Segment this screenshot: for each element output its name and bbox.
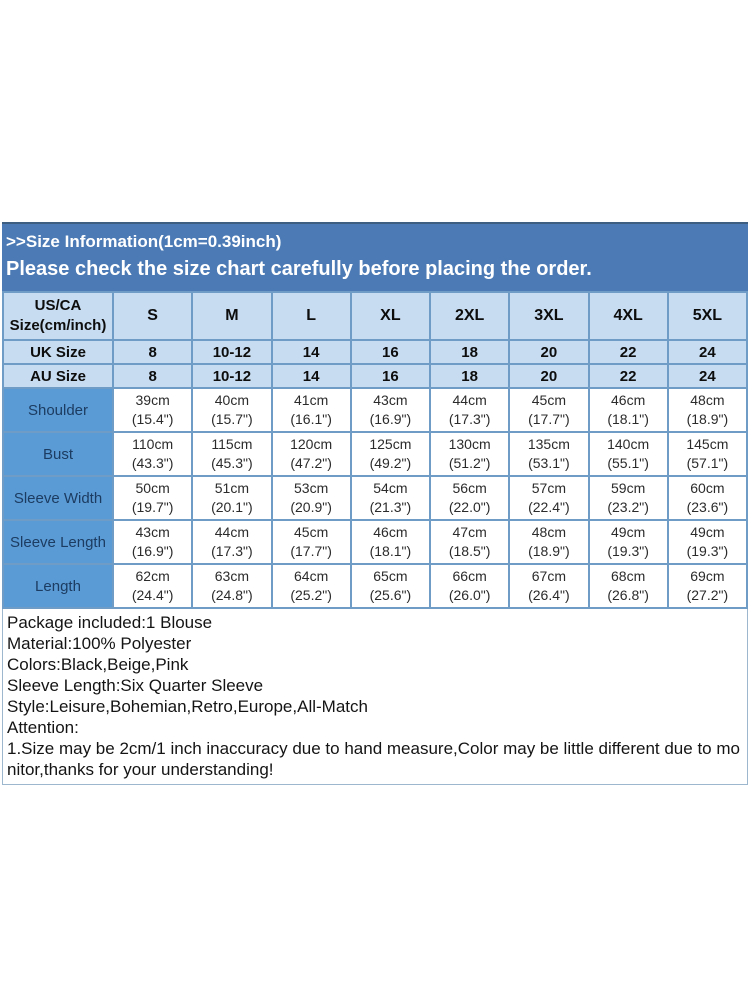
measurement-cell: 140cm (55.1") [587, 431, 669, 477]
measurement-cell: 43cm (16.9") [111, 519, 194, 565]
size-column-header: L [270, 291, 352, 341]
size-column-header: 5XL [666, 291, 749, 341]
banner-title: >>Size Information(1cm=0.39inch) [6, 232, 282, 251]
measurement-cell: 62cm (24.4") [111, 563, 194, 609]
size-value-cell: 22 [587, 339, 669, 365]
detail-line: Colors:Black,Beige,Pink [7, 655, 189, 674]
measurement-row: Sleeve Length 43cm (16.9") 44cm (17.3") 45cm(… [2, 519, 749, 565]
measurement-label: Shoulder [2, 387, 114, 433]
size-value-cell: 14 [270, 363, 352, 389]
detail-line: Sleeve Length:Six Quarter Sleeve [7, 676, 264, 695]
corner-line-2: Size(cm/inch) [9, 317, 107, 334]
size-value-cell: 16 [349, 363, 432, 389]
measurement-row: Bust 110cm (43.3") 115cm (45.3") 120cm (47.2")… [2, 431, 749, 477]
measurement-cell: 130cm (51.2") [428, 431, 511, 477]
measurement-cell: 67cm (26.4") [508, 563, 590, 609]
measurement-cell: 45cm (17.7") [508, 387, 590, 433]
detail-line: Package included:1 Blouse [7, 613, 213, 632]
measurement-cell: 59cm (23.2") [587, 475, 669, 521]
size-value-cell: 8 [111, 339, 194, 365]
size-value-cell: 24 [666, 339, 749, 365]
measurement-cell: 64cm (25.2") [270, 563, 352, 609]
measurement-cell: 57cm (22.4") [508, 475, 590, 521]
detail-line: 1.Size may be 2cm/1 inch inaccuracy due … [7, 739, 740, 779]
measurement-cell: 54cm (21.3") [349, 475, 432, 521]
measurement-cell: 49cm (19.3") [587, 519, 669, 565]
size-value-cell: 24 [666, 363, 749, 389]
detail-line: Style:Leisure,Bohemian,Retro,Europe,All-… [7, 697, 368, 716]
measurement-cell: 65cm (25.6") [349, 563, 432, 609]
measurement-cell: 43cm (16.9") [349, 387, 432, 433]
measurement-cell: 53cm (20.9") [270, 475, 352, 521]
size-column-header: 3XL [508, 291, 590, 341]
measurement-cell: 41cm (16.1") [270, 387, 352, 433]
size-info-banner: >>Size Information(1cm=0.39inch) Please … [2, 222, 748, 291]
detail-line: Attention: [7, 718, 79, 737]
detail-line: Material:100% Polyester [7, 634, 192, 653]
measurement-row: Length 62cm (24.4") 63cm (24.8") 64cm (25.2") 6… [2, 563, 749, 609]
size-column-header: S [111, 291, 194, 341]
product-details-block: Package included:1 Blouse Material:100% P… [2, 609, 748, 785]
measurement-cell: 145cm (57.1") [666, 431, 749, 477]
size-value-cell: 8 [111, 363, 194, 389]
size-conversion-row: AU Size 8 10-12 14 16 18 20 22 24 [2, 363, 749, 389]
measurement-row: Sleeve Width 50cm (19.7") 51cm (20.1") 53cm (2… [2, 475, 749, 521]
measurement-label: Length [2, 563, 114, 609]
measurement-cell: 48cm (18.9") [508, 519, 590, 565]
measurement-cell: 44cm (17.3") [191, 519, 273, 565]
size-value-cell: 10-12 [191, 339, 273, 365]
measurement-cell: 125cm (49.2") [349, 431, 432, 477]
size-value-cell: 16 [349, 339, 432, 365]
measurement-cell: 49cm (19.3") [666, 519, 749, 565]
measurement-cell: 135cm (53.1") [508, 431, 590, 477]
measurement-cell: 68cm (26.8") [587, 563, 669, 609]
size-value-cell: 20 [508, 363, 590, 389]
measurement-cell: 63cm (24.8") [191, 563, 273, 609]
measurement-cell: 44cm (17.3") [428, 387, 511, 433]
row-label: UK Size [2, 339, 114, 365]
corner-line-1: US/CA [34, 297, 82, 314]
size-column-header: M [191, 291, 273, 341]
size-column-header: 2XL [428, 291, 511, 341]
size-value-cell: 10-12 [191, 363, 273, 389]
size-header-row: US/CA Size(cm/inch) S M L XL 2XL 3XL 4XL 5XL [2, 291, 749, 341]
size-conversion-row: UK Size 8 10-12 14 16 18 20 22 24 [2, 339, 749, 365]
measurement-cell: 50cm (19.7") [111, 475, 194, 521]
measurement-label: Bust [2, 431, 114, 477]
measurement-label: Sleeve Width [2, 475, 114, 521]
measurement-cell: 40cm (15.7") [191, 387, 273, 433]
measurement-cell: 46cm (18.1") [587, 387, 669, 433]
measurement-cell: 66cm (26.0") [428, 563, 511, 609]
measurement-cell: 60cm (23.6") [666, 475, 749, 521]
size-column-header: XL [349, 291, 432, 341]
measurement-cell: 56cm (22.0") [428, 475, 511, 521]
measurement-cell: 39cm (15.4") [111, 387, 194, 433]
measurement-row: Shoulder 39cm (15.4") 40cm (15.7") 41cm (16.1"… [2, 387, 749, 433]
measurement-cell: 51cm (20.1") [191, 475, 273, 521]
size-value-cell: 22 [587, 363, 669, 389]
measurement-cell: 45cm (17.7") [270, 519, 352, 565]
measurement-cell: 110cm (43.3") [111, 431, 194, 477]
measurement-cell: 46cm (18.1") [349, 519, 432, 565]
row-label: AU Size [2, 363, 114, 389]
size-value-cell: 18 [428, 363, 511, 389]
banner-subtitle: Please check the size chart carefully be… [6, 258, 592, 280]
size-chart-table: US/CA Size(cm/inch) S M L XL 2XL 3XL 4XL 5XL UK… [2, 291, 749, 609]
size-info-sheet: >>Size Information(1cm=0.39inch) Please … [2, 222, 749, 785]
size-value-cell: 20 [508, 339, 590, 365]
corner-header-cell: US/CA Size(cm/inch) [2, 291, 114, 341]
measurement-cell: 69cm (27.2") [666, 563, 749, 609]
measurement-label: Sleeve Length [2, 519, 114, 565]
size-column-header: 4XL [587, 291, 669, 341]
measurement-cell: 48cm (18.9") [666, 387, 749, 433]
size-value-cell: 14 [270, 339, 352, 365]
measurement-cell: 120cm (47.2") [270, 431, 352, 477]
measurement-cell: 115cm (45.3") [191, 431, 273, 477]
size-value-cell: 18 [428, 339, 511, 365]
measurement-cell: 47cm (18.5") [428, 519, 511, 565]
